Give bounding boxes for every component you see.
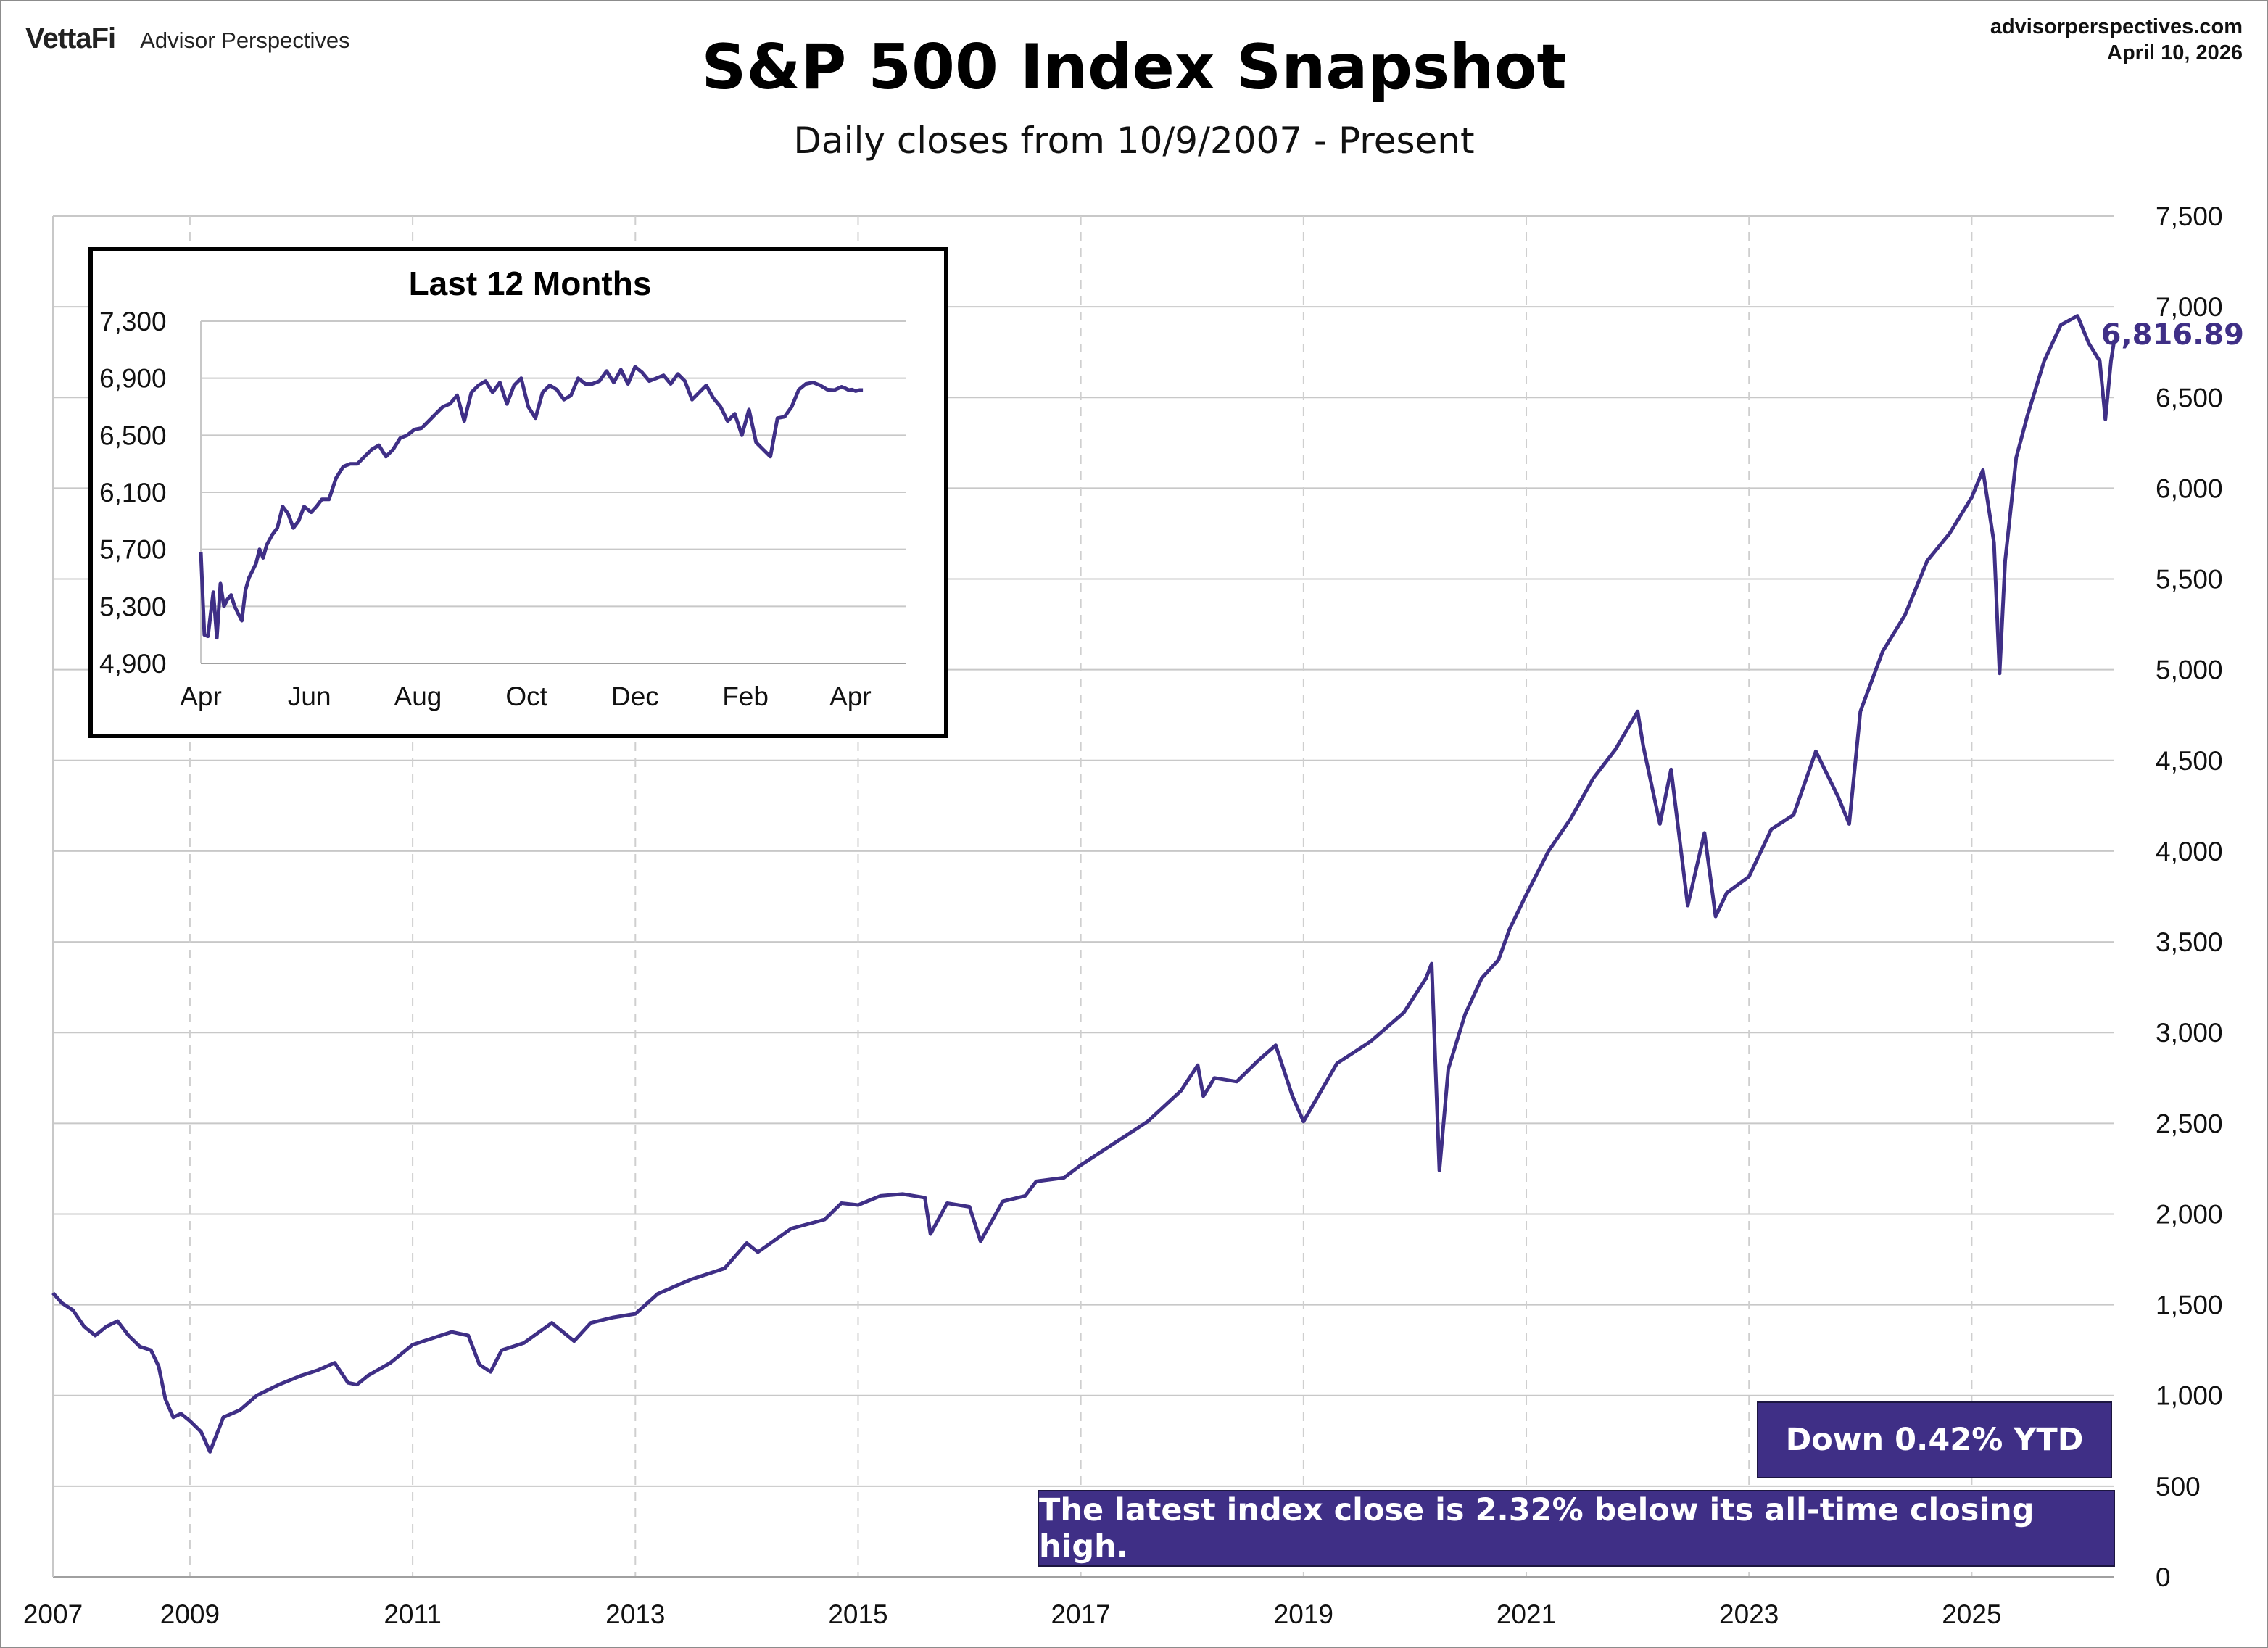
last-value-label: 6,816.89 bbox=[2101, 318, 2244, 352]
main-x-tick-label: 2021 bbox=[1497, 1599, 1556, 1629]
inset-title: Last 12 Months bbox=[409, 265, 652, 302]
main-y-tick-label: 7,000 bbox=[2156, 292, 2223, 322]
main-y-tick-label: 6,500 bbox=[2156, 383, 2223, 413]
inset-y-tick-label: 5,700 bbox=[99, 535, 167, 565]
chart-title: S&P 500 Index Snapshot bbox=[701, 31, 1567, 104]
inset-y-tick-label: 5,300 bbox=[99, 592, 167, 621]
main-y-tick-label: 500 bbox=[2156, 1472, 2201, 1502]
main-y-tick-label: 3,500 bbox=[2156, 927, 2223, 957]
inset-x-tick-label: Apr bbox=[180, 682, 222, 711]
main-y-tick-label: 7,500 bbox=[2156, 202, 2223, 231]
vettafi-logo: VettaFi bbox=[25, 22, 116, 54]
chart-subtitle: Daily closes from 10/9/2007 - Present bbox=[793, 120, 1475, 162]
main-x-tick-label: 2017 bbox=[1051, 1599, 1111, 1629]
inset-x-tick-label: Oct bbox=[505, 682, 547, 711]
brand-header: VettaFi Advisor Perspectives bbox=[25, 22, 350, 55]
main-y-tick-label: 0 bbox=[2156, 1562, 2171, 1592]
main-x-tick-label: 2009 bbox=[160, 1599, 220, 1629]
main-x-tick-labels: 2007 2009 2011 2013 2015 2017 2019 2021 2023 2025 bbox=[23, 1599, 2002, 1629]
main-y-tick-label: 2,500 bbox=[2156, 1109, 2223, 1138]
inset-x-tick-label: Dec bbox=[611, 682, 659, 711]
inset-gridlines bbox=[200, 320, 906, 664]
main-y-tick-label: 2,000 bbox=[2156, 1199, 2223, 1229]
inset-x-tick-label: Feb bbox=[722, 682, 769, 711]
site-url[interactable]: advisorperspectives.com bbox=[1990, 15, 2243, 38]
main-x-tick-label: 2019 bbox=[1274, 1599, 1333, 1629]
all-time-high-badge: The latest index close is 2.32% below it… bbox=[1038, 1490, 2115, 1567]
inset-x-tick-labels: Apr Jun Aug Oct Dec Feb Apr bbox=[180, 682, 871, 711]
inset-y-tick-label: 6,500 bbox=[99, 421, 167, 450]
inset-chart: Last 12 Months 4,900 5,300 5,700 6,100 6,500… bbox=[88, 247, 948, 738]
main-y-tick-label: 1,000 bbox=[2156, 1381, 2223, 1411]
main-x-tick-label: 2015 bbox=[828, 1599, 887, 1629]
main-x-tick-label: 2023 bbox=[1719, 1599, 1779, 1629]
inset-series-line bbox=[199, 365, 864, 640]
inset-y-tick-label: 4,900 bbox=[99, 649, 167, 679]
inset-x-tick-label: Apr bbox=[829, 682, 872, 711]
site-info: advisorperspectives.com April 10, 2026 bbox=[1990, 14, 2243, 66]
main-axes bbox=[52, 216, 2114, 1578]
main-x-tick-label: 2011 bbox=[384, 1599, 442, 1629]
main-y-tick-label: 5,500 bbox=[2156, 565, 2223, 595]
sp500-series-line bbox=[51, 314, 2116, 1454]
main-y-tick-label: 4,500 bbox=[2156, 746, 2223, 776]
main-x-tick-label: 2025 bbox=[1942, 1599, 2001, 1629]
main-y-tick-label: 6,000 bbox=[2156, 473, 2223, 503]
publish-date: April 10, 2026 bbox=[2107, 41, 2243, 65]
inset-y-tick-label: 7,300 bbox=[99, 307, 167, 336]
ytd-badge: Down 0.42% YTD bbox=[1757, 1401, 2112, 1478]
inset-y-tick-label: 6,100 bbox=[99, 478, 167, 508]
main-y-tick-label: 3,000 bbox=[2156, 1018, 2223, 1048]
main-y-tick-label: 1,500 bbox=[2156, 1291, 2223, 1320]
main-y-tick-label: 5,000 bbox=[2156, 655, 2223, 685]
publication-name: Advisor Perspectives bbox=[140, 28, 350, 53]
inset-y-tick-label: 6,900 bbox=[99, 364, 167, 394]
main-x-tick-label: 2013 bbox=[605, 1599, 665, 1629]
main-y-tick-labels: 0 500 1,000 1,500 2,000 2,500 3,000 3,500 4,000 4… bbox=[2156, 202, 2223, 1592]
main-y-tick-label: 4,000 bbox=[2156, 837, 2223, 866]
inset-x-tick-label: Jun bbox=[288, 682, 331, 711]
inset-x-tick-label: Aug bbox=[394, 682, 442, 711]
inset-y-tick-labels: 4,900 5,300 5,700 6,100 6,500 6,900 7,300 bbox=[99, 307, 167, 679]
main-x-tick-label: 2007 bbox=[23, 1599, 83, 1629]
